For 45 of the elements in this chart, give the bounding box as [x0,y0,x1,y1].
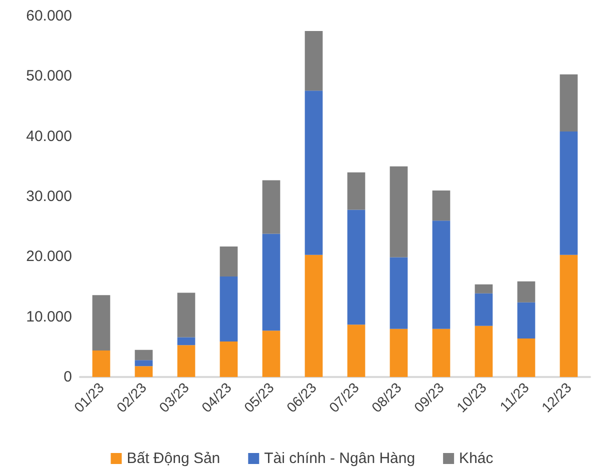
bar [134,360,153,366]
y-tick-label: 30.000 [26,188,72,205]
bar [220,342,238,377]
bar [560,132,578,255]
bar [432,220,450,329]
bar [134,350,153,360]
bar [474,326,493,377]
bar [262,330,280,377]
y-tick-label: 20.000 [26,248,72,266]
bar [220,246,238,277]
bar [390,257,408,329]
bar [517,281,536,302]
legend-label: Tài chính - Ngân Hàng [264,450,416,467]
bar [220,276,238,342]
bar [432,190,450,221]
y-tick-label: 0 [64,368,72,386]
bar [134,366,153,377]
y-tick-label: 10.000 [26,308,72,326]
bar [177,345,196,377]
bar [92,295,110,351]
bar [432,328,450,377]
bar [177,292,196,338]
bar [474,293,493,326]
bar [517,338,536,377]
y-tick-label: 50.000 [26,68,72,85]
bar [347,172,366,210]
bar [304,90,323,255]
bar [560,254,578,377]
bar [474,284,493,294]
bar [347,210,366,325]
legend-label: Khác [459,450,494,467]
bar [177,337,196,346]
bar [390,166,408,258]
bar [304,31,323,91]
bar [304,254,323,377]
bar [92,350,110,377]
legend-label: Bất Động Sản [126,450,220,467]
bar [517,302,536,338]
y-tick-label: 40.000 [26,128,72,145]
bar [560,74,578,132]
bar [262,180,280,234]
y-tick-label: 60.000 [26,8,72,24]
bar [347,324,366,377]
bar [262,234,280,331]
bar [390,328,408,377]
